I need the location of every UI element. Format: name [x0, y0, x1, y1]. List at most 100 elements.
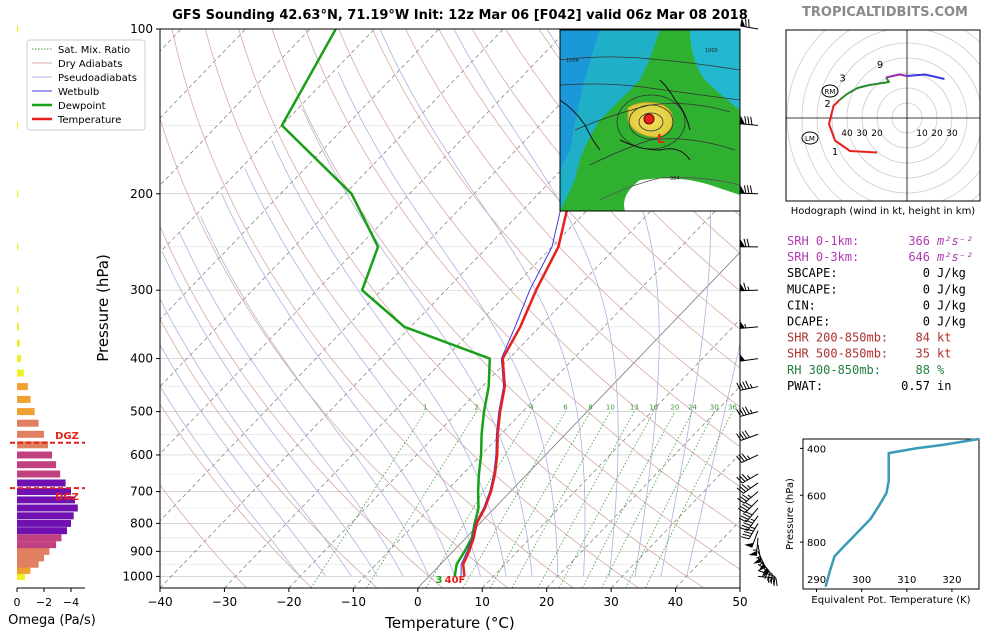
- wind-barb-flag: [739, 320, 745, 329]
- skewt-panel: 1 2 4 6 8 10 13 16 20 24 30 36 −40 −30 −20 −10 0 10 20 30 4…: [26, 22, 748, 632]
- omega-bar: [17, 286, 19, 294]
- isotherm-line: [160, 29, 311, 186]
- mixing-ratio-labels: 1 2 4 6 8 10 13 16 20 24 30 36: [423, 404, 737, 412]
- wind-barb-half: [747, 286, 750, 291]
- wind-barb-full: [750, 116, 753, 125]
- wind-barb-full: [738, 517, 747, 523]
- omega-bar: [17, 395, 31, 403]
- wind-barb-half: [750, 518, 755, 522]
- legend-wetbulb: Wetbulb: [58, 87, 99, 98]
- wind-barb-full: [742, 503, 750, 509]
- pseudoadiabat: [160, 298, 352, 577]
- pseudoadiabat: [200, 216, 430, 577]
- isotherm-line: [417, 251, 740, 588]
- temperature-tick-label: 10: [475, 595, 490, 609]
- wind-barb-full: [740, 505, 748, 512]
- isobar-label-2: 1000: [705, 48, 718, 54]
- hodograph-ring-labels: 40 30 20 10 20 30: [841, 129, 958, 139]
- theta-e-y-tick-label: 800: [807, 538, 826, 549]
- mixing-ratio-label: 6: [563, 404, 568, 412]
- wind-barb-full: [738, 454, 745, 462]
- dry-adiabat: [371, 29, 740, 448]
- hodograph-trace: [828, 73, 945, 154]
- wind-barb-flag: [744, 542, 754, 548]
- index-label: SHR 200-850mb:: [787, 331, 888, 345]
- pseudoadiabat: [271, 140, 507, 577]
- pseudoadiabat: [160, 385, 301, 577]
- wind-barb-full: [747, 116, 750, 125]
- wind-barb-full: [766, 572, 771, 581]
- dry-adiabat: [405, 29, 740, 408]
- omega-bar: [17, 243, 19, 251]
- index-unit: m²s⁻²: [936, 234, 973, 248]
- wind-barb-full: [741, 431, 748, 439]
- omega-bar: [17, 488, 71, 496]
- mixing-ratio-line: [558, 411, 654, 588]
- index-value: 0: [923, 282, 930, 296]
- mixing-ratio-line: [601, 411, 693, 588]
- hodograph-ring-label: 30: [856, 129, 868, 139]
- wind-barb-full: [738, 475, 746, 482]
- wind-barb: [736, 453, 759, 464]
- omega-bar: [17, 383, 28, 391]
- pseudoadiabat: [160, 343, 327, 577]
- wind-barb-full: [741, 484, 749, 491]
- wind-barb-full: [744, 116, 747, 125]
- dry-adiabat: [438, 29, 740, 369]
- dry-adiabat: [305, 29, 740, 529]
- hodograph-segment: [838, 76, 890, 101]
- theta-e-panel: 290 300 310 320 400 600 800 Equivalent Pot. Te…: [785, 437, 980, 606]
- wind-barb-flag: [758, 563, 766, 571]
- omega-bar: [17, 355, 21, 363]
- pressure-tick-label: 800: [130, 516, 153, 530]
- theta-e-ticks: 290 300 310 320 400 600 800: [800, 444, 961, 592]
- wind-barb-shaft: [740, 25, 759, 30]
- wind-barb: [739, 282, 759, 292]
- temperature-tick-label: 40: [668, 595, 683, 609]
- index-unit: in: [937, 379, 951, 393]
- dry-adiabat: [160, 225, 443, 588]
- index-label: DCAPE:: [787, 315, 830, 329]
- legend-pseudoadiabats: Pseudoadiabats: [58, 73, 137, 84]
- omega-bar: [17, 408, 35, 416]
- wind-barb-full: [736, 408, 742, 417]
- omega-panel: DGZ DGZ 0 −2 −4 Omega (Pa/s): [8, 25, 96, 628]
- temperature-tick-label: 30: [603, 595, 618, 609]
- wind-barb-full: [749, 185, 753, 194]
- hodograph-ring-label: 20: [871, 129, 883, 139]
- hodograph-segment: [906, 73, 945, 80]
- wind-barb: [740, 523, 759, 540]
- wind-barb-flag: [740, 238, 745, 247]
- mixing-ratio-line: [582, 411, 676, 588]
- wind-barb-full: [744, 406, 750, 415]
- index-unit: %: [937, 363, 945, 377]
- pressure-tick-label: 200: [130, 187, 153, 201]
- hodograph-height-label: 3: [839, 74, 845, 85]
- wind-barb: [740, 18, 759, 30]
- pseudoadiabats: [160, 29, 740, 577]
- dry-adiabat: [238, 29, 705, 588]
- index-unit: m²s⁻²: [936, 250, 973, 264]
- omega-bar: [17, 566, 31, 574]
- wind-barb-shaft: [748, 523, 759, 540]
- right-mover-label: RM: [825, 88, 836, 96]
- wind-barb-full: [741, 494, 750, 500]
- pressure-tick-label: 100: [130, 22, 153, 36]
- temperature-tick-label: −10: [341, 595, 366, 609]
- hodograph-rings: [786, 30, 980, 201]
- hodograph-ring-label: 30: [946, 129, 958, 139]
- wind-barb-full: [738, 432, 745, 440]
- skewt-x-label: Temperature (°C): [384, 614, 514, 632]
- hodograph-segment: [885, 73, 908, 79]
- wind-barb-full: [740, 515, 749, 520]
- pseudoadiabat: [161, 251, 378, 577]
- index-label: MUCAPE:: [787, 282, 838, 296]
- mixing-ratio-label: 20: [670, 404, 679, 412]
- omega-bar: [17, 527, 67, 535]
- omega-x-label: Omega (Pa/s): [8, 613, 96, 628]
- wind-barb-full: [746, 238, 750, 247]
- isotherm-grid: [160, 29, 740, 588]
- omega-bar: [17, 441, 48, 449]
- omega-tick-label: 0: [14, 596, 21, 609]
- omega-bar: [17, 534, 62, 542]
